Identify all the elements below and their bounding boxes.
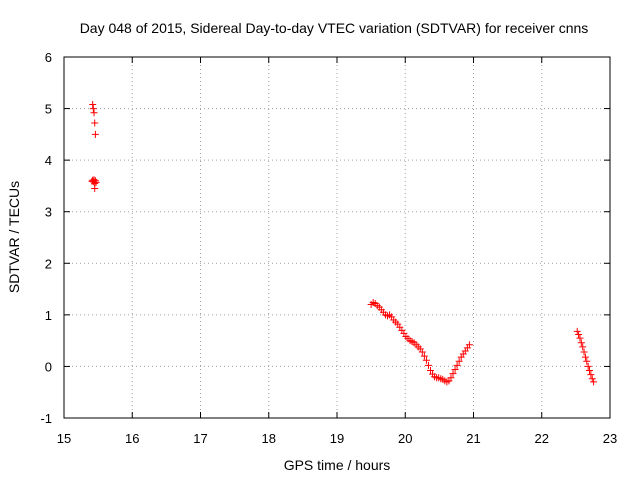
x-tick-label: 19: [330, 431, 344, 446]
grid-lines: [64, 57, 610, 418]
y-tick-label: 4: [45, 153, 52, 168]
data-point: [89, 105, 97, 113]
y-axis-ticks: -1 0 1 2 3 4 5 6: [40, 50, 610, 426]
x-tick-label: 18: [262, 431, 276, 446]
data-point: [424, 361, 432, 369]
y-tick-label: 0: [45, 359, 52, 374]
x-tick-label: 15: [57, 431, 71, 446]
data-point: [576, 334, 584, 342]
data-point: [575, 330, 583, 338]
data-point: [451, 366, 459, 374]
data-point: [427, 367, 435, 375]
data-point: [584, 362, 592, 370]
x-tick-label: 16: [125, 431, 139, 446]
data-point: [590, 378, 598, 386]
data-point: [447, 374, 455, 382]
data-point: [573, 327, 581, 335]
data-point: [422, 356, 430, 364]
y-tick-label: -1: [40, 411, 52, 426]
data-point: [581, 353, 589, 361]
data-point: [587, 371, 595, 379]
data-point: [92, 178, 100, 186]
data-point: [91, 119, 99, 127]
data-point: [588, 375, 596, 383]
data-point: [89, 100, 97, 108]
x-axis-ticks: 15 16 17 18 19 20 21 22 23: [57, 57, 617, 446]
chart-title: Day 048 of 2015, Sidereal Day-to-day VTE…: [80, 20, 589, 36]
data-point: [91, 130, 99, 138]
data-point: [465, 341, 473, 349]
x-tick-label: 22: [535, 431, 549, 446]
data-point: [90, 109, 98, 117]
data-point: [91, 177, 99, 185]
plot-frame: [63, 56, 611, 419]
data-point: [418, 348, 426, 356]
x-tick-label: 20: [398, 431, 412, 446]
data-point: [580, 348, 588, 356]
x-tick-label: 17: [193, 431, 207, 446]
data-point: [420, 352, 428, 360]
data-point: [455, 357, 463, 365]
y-tick-label: 3: [45, 205, 52, 220]
x-tick-label: 21: [466, 431, 480, 446]
data-point: [91, 185, 99, 193]
data-point: [586, 367, 594, 375]
y-tick-label: 6: [45, 50, 52, 65]
data-point: [579, 343, 587, 351]
x-tick-label: 23: [603, 431, 617, 446]
y-tick-label: 5: [45, 102, 52, 117]
data-point: [577, 339, 585, 347]
data-point: [583, 357, 591, 365]
data-point: [449, 370, 457, 378]
y-tick-label: 1: [45, 308, 52, 323]
y-axis-label: SDTVAR / TECUs: [6, 181, 22, 293]
data-point: [453, 361, 461, 369]
y-tick-label: 2: [45, 256, 52, 271]
x-axis-label: GPS time / hours: [284, 457, 391, 473]
data-points: [88, 100, 598, 386]
